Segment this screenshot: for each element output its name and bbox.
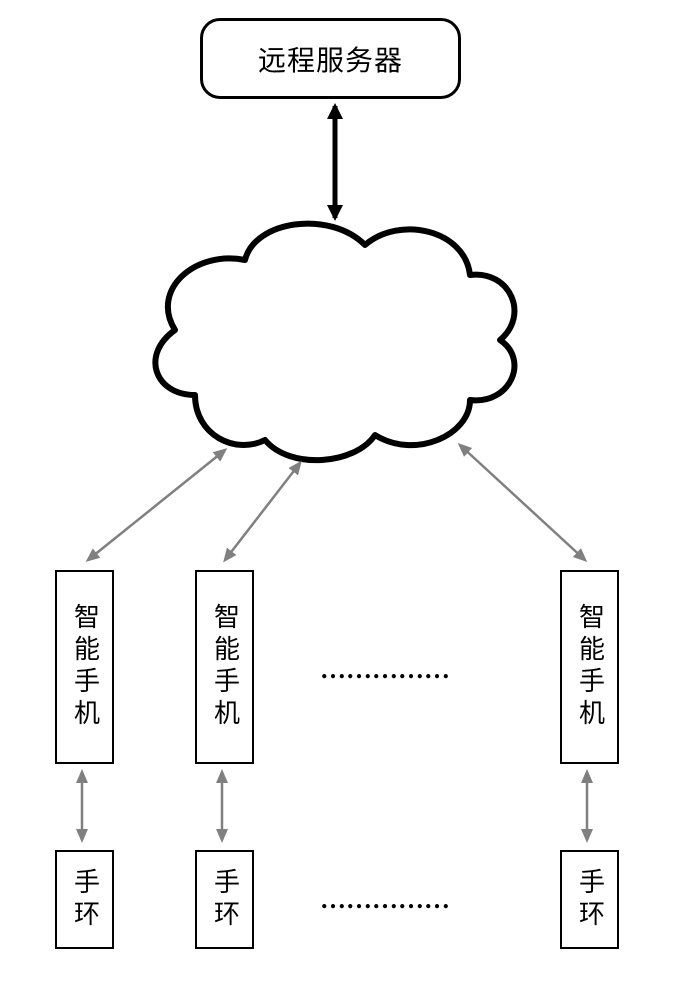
phone-node: 智能手机 [55, 570, 114, 764]
ellipsis-bracelets: …………… [320, 885, 450, 915]
diagram-canvas: 远程服务器 智能手机 [0, 0, 682, 1000]
phone-label: 智能手机 [72, 603, 98, 731]
bracelet-node: 手环 [195, 850, 254, 949]
bracelet-label: 手环 [72, 868, 98, 932]
bracelet-label: 手环 [577, 868, 603, 932]
phone-label: 智能手机 [212, 603, 238, 731]
bracelet-node: 手环 [55, 850, 114, 949]
bracelet-label: 手环 [212, 868, 238, 932]
arrow-cloud-phone-1 [88, 450, 225, 560]
server-label: 远程服务器 [258, 39, 403, 79]
phone-node: 智能手机 [560, 570, 619, 764]
server-node: 远程服务器 [200, 18, 461, 99]
phone-node: 智能手机 [195, 570, 254, 764]
bracelet-node: 手环 [560, 850, 619, 949]
arrow-cloud-phone-2 [225, 463, 300, 560]
phone-label: 智能手机 [577, 603, 603, 731]
cloud-node [155, 224, 514, 461]
arrow-cloud-phone-3 [460, 445, 585, 560]
ellipsis-phones: …………… [320, 655, 450, 685]
